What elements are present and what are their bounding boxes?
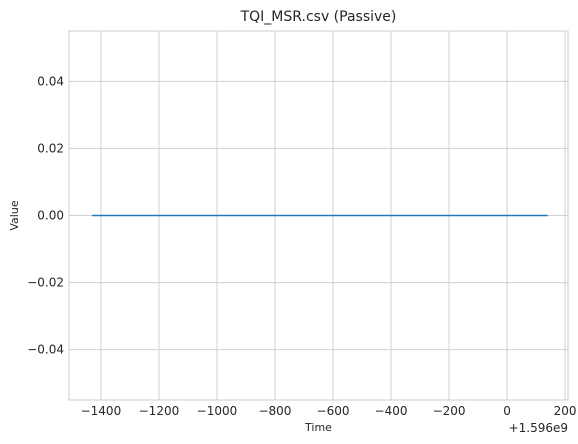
y-tick-labels: 0.04 0.02 0.00 −0.02 −0.04 <box>27 74 64 356</box>
x-tick-label: −1400 <box>81 404 122 418</box>
y-tick-label: 0.00 <box>37 209 64 223</box>
y-tick-label: 0.04 <box>37 74 64 88</box>
y-tick-label: −0.02 <box>27 276 64 290</box>
plot-frame <box>68 30 569 401</box>
x-tick-label: −800 <box>258 404 291 418</box>
x-tick-label: 0 <box>503 404 511 418</box>
x-tick-label: −200 <box>433 404 466 418</box>
x-tick-label: −1200 <box>139 404 180 418</box>
x-axis-title: Time <box>304 421 332 434</box>
x-tick-label: −600 <box>317 404 350 418</box>
x-tick-labels: −1400 −1200 −1000 −800 −600 −400 −200 0 200 <box>81 404 577 418</box>
y-axis-title: Value <box>8 200 21 230</box>
x-tick-label: −1000 <box>197 404 238 418</box>
y-tick-label: −0.04 <box>27 343 64 357</box>
x-tick-label: 200 <box>554 404 577 418</box>
x-axis-offset-label: +1.596e9 <box>509 421 568 435</box>
y-tick-label: 0.02 <box>37 141 64 155</box>
x-tick-label: −400 <box>375 404 408 418</box>
chart-title: TQI_MSR.csv (Passive) <box>240 9 397 25</box>
